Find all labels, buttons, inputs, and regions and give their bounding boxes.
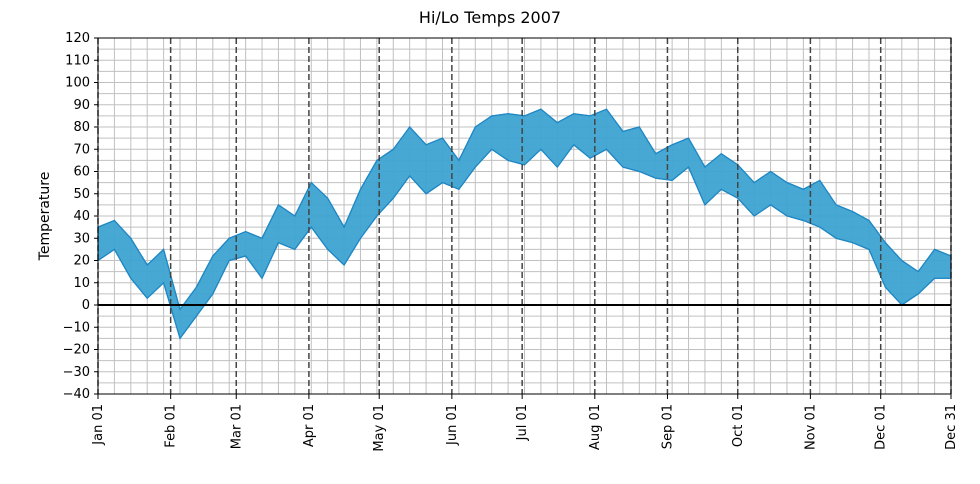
y-tick-label: 90: [73, 98, 90, 113]
low-temp-line: [97, 143, 951, 340]
y-tick-label: −10: [63, 320, 90, 335]
x-tick-label: Jun 01: [445, 404, 460, 446]
y-tick-label: 70: [73, 142, 90, 157]
x-tick-label: Dec 31: [944, 404, 959, 450]
high-temp-line: [97, 108, 952, 311]
x-tick-label: Dec 01: [874, 404, 889, 450]
x-tick-label: May 01: [372, 404, 387, 452]
y-tick-label: 100: [65, 76, 90, 91]
y-tick-label: 50: [73, 187, 90, 202]
y-tick-label: −20: [63, 343, 90, 358]
x-tick-label: Oct 01: [731, 404, 746, 447]
x-tick-label: Mar 01: [229, 404, 244, 449]
y-tick-label: 10: [73, 276, 90, 291]
x-tick-label: Feb 01: [164, 404, 179, 448]
x-tick-label: Jan 01: [91, 404, 106, 446]
y-tick-label: 0: [82, 298, 90, 313]
x-tick-label: Apr 01: [302, 404, 317, 447]
plot-area: −40 −30 −20 −10 0 10 20 30 40 50 60 70 80 90 100 110 120…: [63, 31, 959, 452]
y-tick-label: 120: [65, 31, 90, 46]
y-tick-label: 60: [73, 165, 90, 180]
chart-title: Hi/Lo Temps 2007: [419, 8, 561, 27]
x-tick-label: Nov 01: [803, 404, 818, 450]
y-tick-label: 80: [73, 120, 90, 135]
x-tick-label: Jul 01: [515, 404, 530, 441]
y-tick-label: −40: [63, 387, 90, 402]
x-tick-label: Aug 01: [588, 404, 603, 450]
y-axis-label: Temperature: [37, 172, 53, 262]
y-tick-label: 40: [73, 209, 90, 224]
y-tick-label: 30: [73, 231, 90, 246]
y-tick-label: −30: [63, 365, 90, 380]
x-tick-label: Sep 01: [660, 404, 675, 449]
y-tick-label: 110: [65, 53, 90, 68]
y-tick-label: 20: [73, 254, 90, 269]
